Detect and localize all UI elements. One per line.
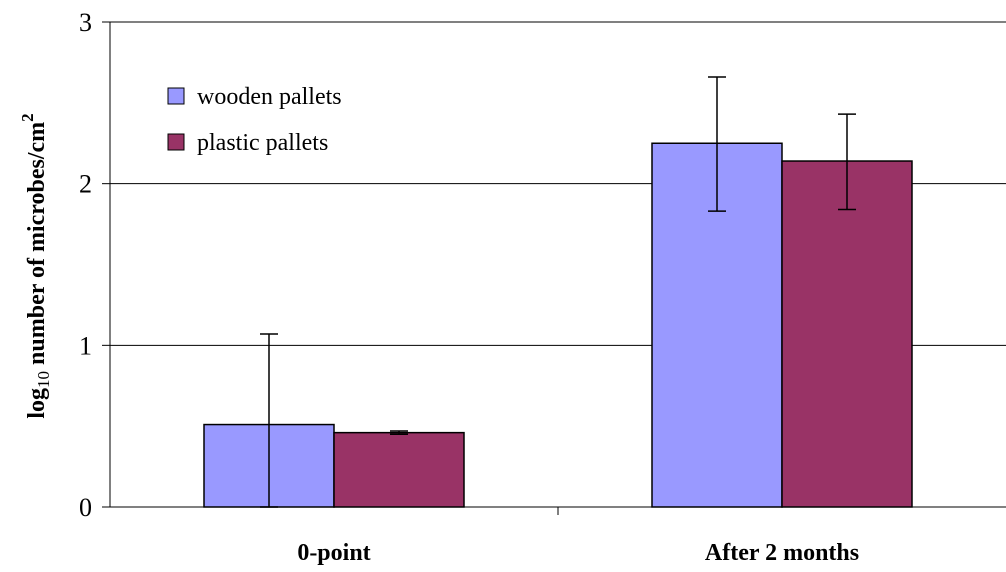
legend: wooden pallets plastic pallets: [167, 84, 342, 156]
axes: 0 1 2 3 0-point After 2 months: [79, 8, 1006, 566]
legend-swatch-wooden: [167, 87, 185, 105]
y-axis-title-prefix: log: [24, 388, 50, 419]
y-tick-label-1: 1: [79, 331, 92, 360]
y-tick-label-2: 2: [79, 170, 92, 199]
legend-label-wooden: wooden pallets: [197, 84, 342, 110]
x-category-label-0: 0-point: [297, 540, 370, 566]
y-tick-label-0: 0: [79, 493, 92, 522]
y-axis-title-superscript: 2: [18, 113, 37, 122]
bars: [203, 142, 913, 508]
bar-plastic-0: [333, 431, 465, 508]
bar-plastic-1: [781, 160, 913, 508]
y-axis-title: log10 number of microbes/cm2: [18, 113, 53, 418]
y-axis-title-subscript: 10: [34, 371, 53, 388]
y-axis-title-main: number of microbes/cm: [24, 122, 50, 371]
y-tick-label-3: 3: [79, 8, 92, 37]
legend-label-plastic: plastic pallets: [197, 130, 328, 156]
legend-swatch-plastic: [167, 133, 185, 151]
x-category-label-1: After 2 months: [705, 540, 859, 566]
